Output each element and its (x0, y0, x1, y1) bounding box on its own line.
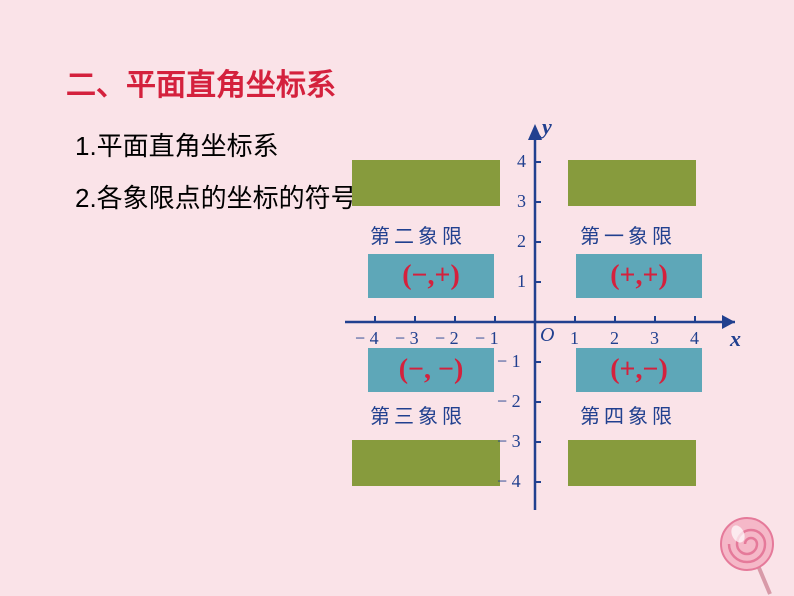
x-tick-label: − 3 (395, 328, 419, 349)
sign-box-q1: (+,+) (576, 254, 702, 298)
y-tick-label: 4 (517, 151, 526, 172)
sign-box-q2: (−,+) (368, 254, 494, 298)
sign-box-q4: (+,−) (576, 348, 702, 392)
x-tick-label: − 1 (475, 328, 499, 349)
section-title: 二、平面直角坐标系 (66, 60, 336, 104)
quadrant-2-label: 第二象限 (370, 220, 466, 249)
sign-box-q3: (−, −) (368, 348, 494, 392)
y-tick-label: − 3 (497, 431, 521, 452)
x-tick-label: − 2 (435, 328, 459, 349)
y-tick-label: 3 (517, 191, 526, 212)
y-tick-label: 2 (517, 231, 526, 252)
origin-label: O (540, 324, 554, 347)
x-axis-label: x (730, 326, 741, 352)
x-tick-label: 3 (650, 328, 659, 349)
x-tick-label: − 4 (355, 328, 379, 349)
coordinate-chart: 第二象限 第一象限 第三象限 第四象限 (−,+) (+,+) (−, −) (… (330, 110, 770, 580)
y-axis-label: y (542, 114, 552, 140)
x-tick-label: 1 (570, 328, 579, 349)
x-tick-label: 2 (610, 328, 619, 349)
quadrant-1-label: 第一象限 (580, 220, 676, 249)
y-tick-label: − 2 (497, 391, 521, 412)
y-tick-label: 1 (517, 271, 526, 292)
subtitle-2: 2.各象限点的坐标的符号 (75, 178, 357, 215)
x-tick-label: 4 (690, 328, 699, 349)
quadrant-3-label: 第三象限 (370, 400, 466, 429)
y-tick-label: − 1 (497, 351, 521, 372)
quadrant-4-label: 第四象限 (580, 400, 676, 429)
lollipop-icon (712, 506, 782, 596)
y-tick-label: − 4 (497, 471, 521, 492)
subtitle-1: 1.平面直角坐标系 (75, 126, 279, 163)
